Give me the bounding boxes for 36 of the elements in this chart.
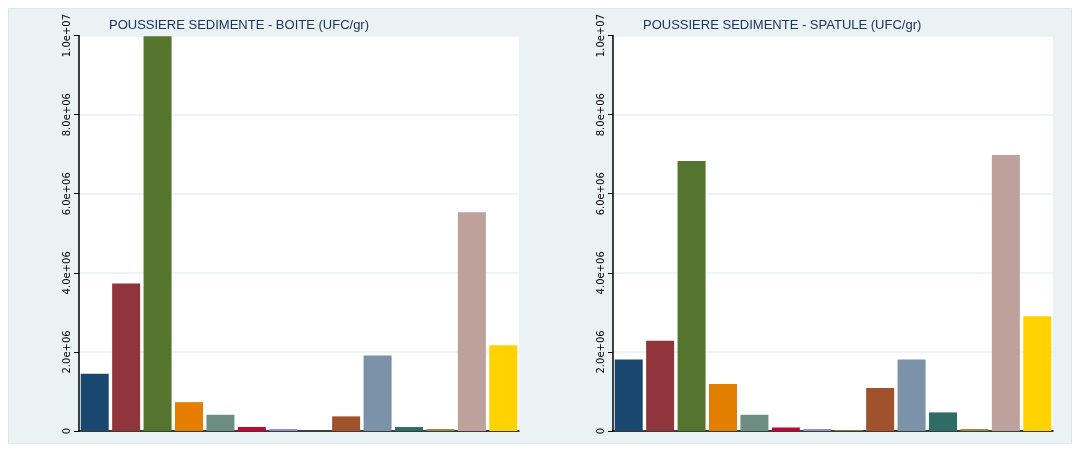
y-tick-label: 1.0e+07: [594, 13, 606, 58]
bar: [395, 427, 423, 431]
bar: [457, 212, 486, 431]
bar: [1023, 316, 1052, 431]
y-tick-label: 1.0e+07: [60, 13, 72, 58]
y-tick-label: 8.0e+06: [594, 93, 606, 137]
bar: [206, 414, 235, 431]
bar: [929, 412, 957, 431]
y-tick-label: 4.0e+06: [594, 251, 606, 295]
y-tick-label: 2.0e+06: [60, 330, 72, 374]
bar: [614, 359, 643, 431]
bar: [112, 283, 141, 431]
y-tick-label: 4.0e+06: [60, 251, 72, 295]
bar: [677, 160, 706, 431]
bar: [489, 345, 518, 431]
y-tick-label: 0: [60, 427, 72, 435]
bar: [771, 427, 800, 431]
y-tick-label: 2.0e+06: [594, 330, 606, 374]
y-tick-label: 8.0e+06: [60, 93, 72, 137]
bar: [175, 402, 203, 431]
y-tick-label: 0: [594, 427, 606, 435]
bar: [709, 383, 737, 431]
chart-title: POUSSIERE SEDIMENTE - SPATULE (UFC/gr): [643, 17, 922, 32]
bar: [740, 414, 769, 431]
bar: [143, 36, 172, 431]
chart-title: POUSSIERE SEDIMENTE - BOITE (UFC/gr): [109, 17, 370, 32]
y-tick-label: 6.0e+06: [594, 172, 606, 216]
bar: [897, 359, 926, 431]
bar: [866, 387, 895, 431]
bar: [332, 416, 361, 431]
bar: [991, 155, 1020, 431]
bar: [80, 373, 109, 431]
bar: [237, 427, 266, 431]
bar: [363, 355, 392, 431]
y-tick-label: 6.0e+06: [60, 172, 72, 216]
bar: [646, 340, 675, 431]
